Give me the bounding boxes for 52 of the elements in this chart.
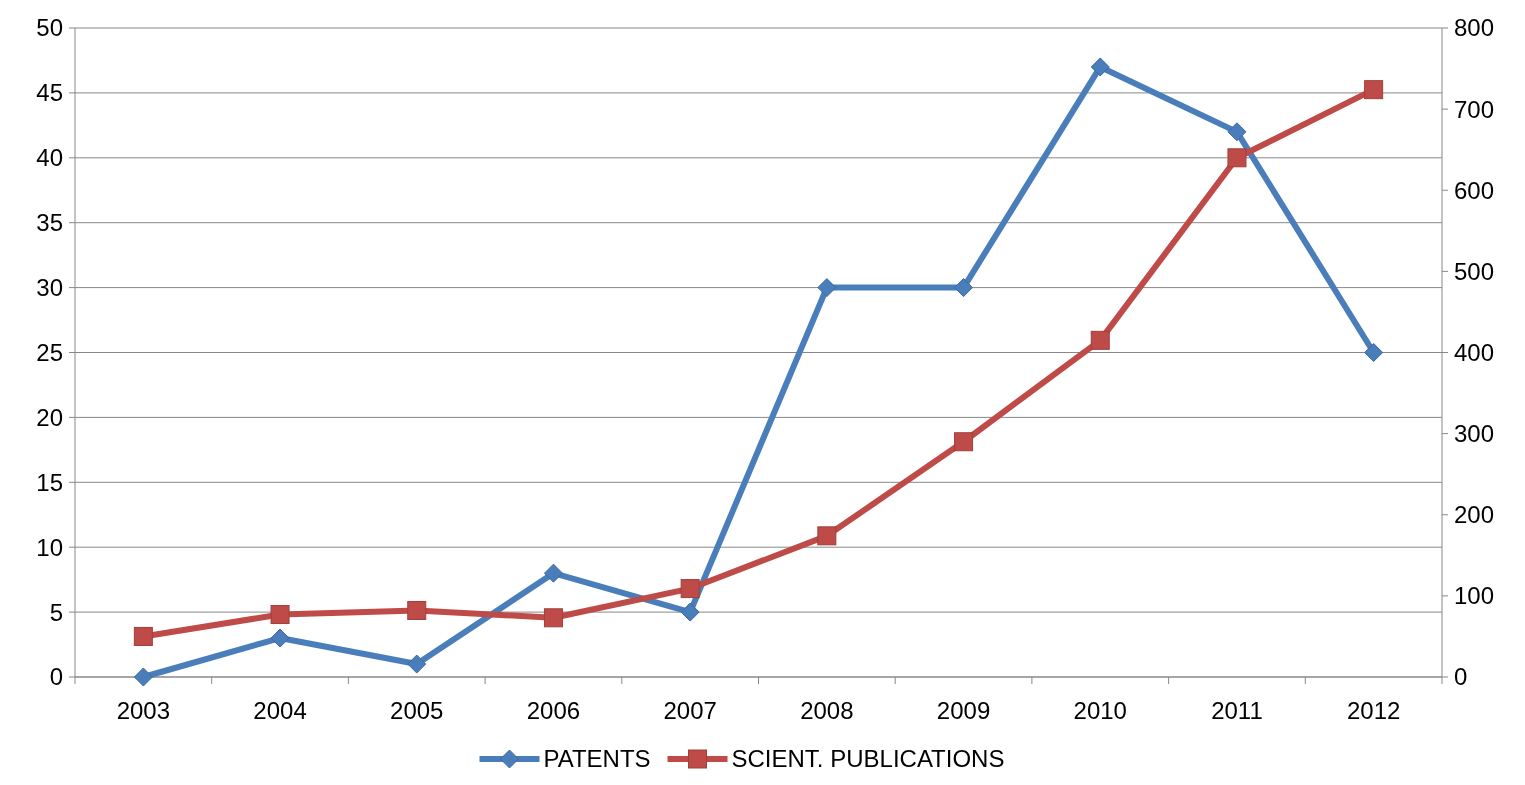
legend-label: PATENTS — [543, 745, 651, 772]
y-tick-label: 30 — [36, 274, 63, 301]
y-tick-label: 20 — [36, 403, 63, 431]
x-tick-label: 2012 — [1346, 697, 1401, 724]
point — [680, 602, 700, 622]
point — [133, 667, 153, 687]
y-tick-label: 0 — [49, 663, 63, 691]
y2-tick-label: 500 — [1454, 257, 1495, 285]
point — [954, 278, 974, 298]
point — [407, 600, 427, 620]
x-tick-label: 2008 — [800, 697, 854, 724]
y2-tick-label: 700 — [1454, 95, 1495, 123]
y2-tick-label: 300 — [1454, 420, 1495, 448]
x-tick-label: 2005 — [390, 697, 444, 724]
point — [1364, 343, 1384, 362]
point — [270, 628, 290, 648]
x-tick-label: 2009 — [936, 697, 991, 724]
point — [407, 654, 427, 674]
x-tick-label: 2003 — [116, 697, 171, 724]
y2-tick-label: 200 — [1454, 501, 1495, 529]
y2-tick-label: 600 — [1454, 176, 1495, 204]
y-tick-label: 10 — [36, 533, 63, 561]
point — [1364, 80, 1384, 100]
point — [1227, 122, 1247, 142]
x-tick-label: 2011 — [1211, 697, 1263, 724]
y-tick-label: 35 — [36, 209, 63, 237]
x-tick-label: 2010 — [1073, 697, 1127, 724]
y-tick-label: 50 — [36, 14, 63, 42]
y2-tick-label: 0 — [1454, 663, 1468, 691]
x-tick-label: 2006 — [526, 697, 581, 724]
legend-label: SCIENT. PUBLICATIONS — [731, 745, 1005, 772]
point — [954, 432, 974, 452]
x-tick-label: 2007 — [663, 697, 717, 724]
y-tick-label: 15 — [36, 468, 63, 496]
point — [680, 579, 700, 599]
point — [270, 605, 290, 625]
point — [817, 278, 837, 298]
y2-tick-label: 800 — [1454, 14, 1495, 42]
point — [543, 563, 563, 583]
point — [543, 608, 563, 628]
y-tick-label: 25 — [36, 338, 63, 366]
point — [1090, 330, 1110, 350]
y-tick-label: 45 — [36, 79, 63, 107]
point — [133, 626, 153, 646]
y-tick-label: 40 — [36, 144, 63, 172]
point — [1090, 57, 1110, 77]
x-tick-label: 2004 — [253, 697, 307, 724]
y2-tick-label: 100 — [1454, 582, 1495, 610]
y-tick-label: 5 — [49, 598, 63, 626]
y2-tick-label: 400 — [1454, 338, 1495, 366]
point — [817, 526, 837, 546]
point — [1227, 148, 1247, 168]
